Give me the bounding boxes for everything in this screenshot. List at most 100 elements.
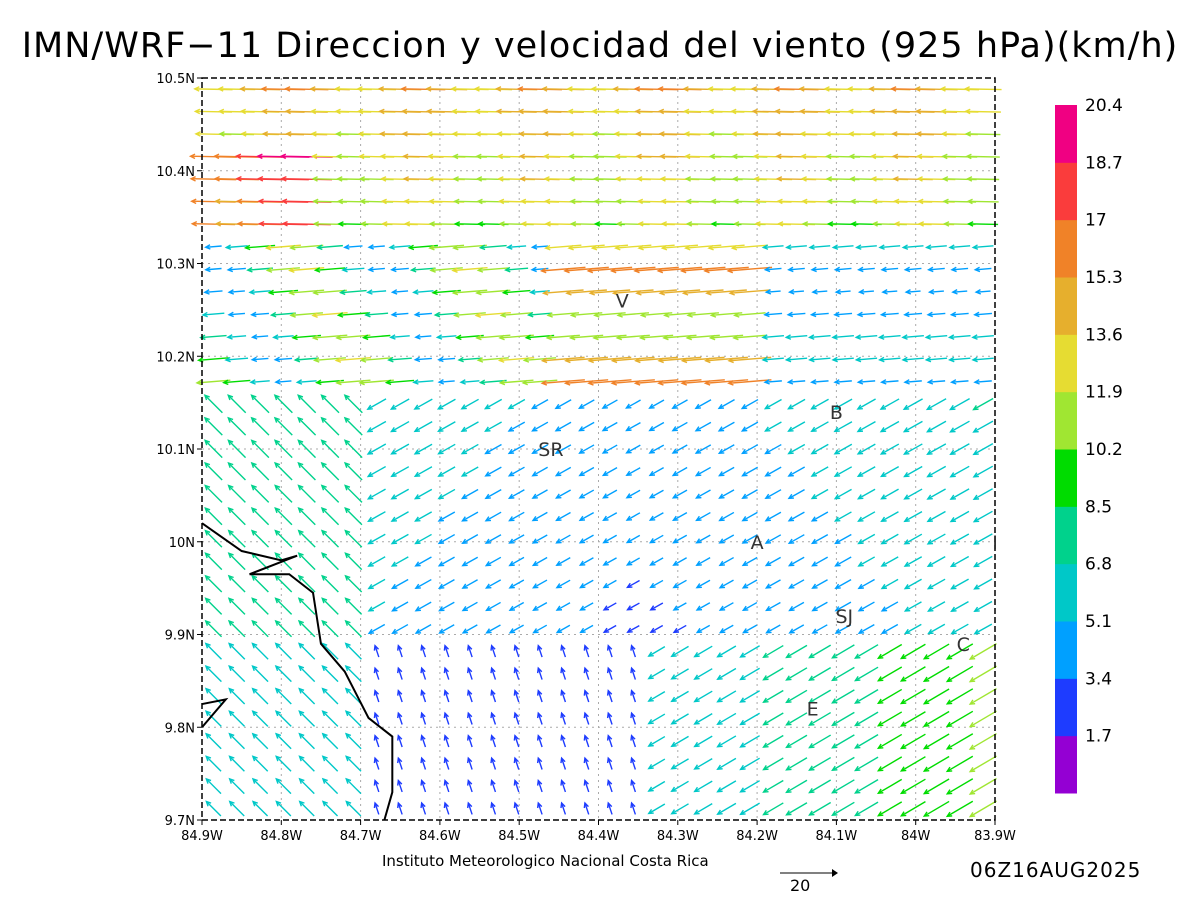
wind-vector bbox=[438, 421, 456, 432]
wind-vector-head bbox=[877, 334, 885, 340]
wind-vector-head bbox=[808, 653, 815, 659]
wind-vector-head bbox=[611, 290, 619, 296]
wind-vector-head bbox=[274, 529, 281, 536]
wind-vector-head bbox=[380, 198, 387, 205]
wind-vector-head bbox=[630, 689, 636, 696]
wind-vector bbox=[580, 579, 594, 589]
wind-vector-head bbox=[834, 289, 842, 295]
wind-vector-head bbox=[291, 334, 298, 341]
wind-vector-head bbox=[647, 786, 654, 792]
wind-vector-head bbox=[227, 552, 234, 559]
wind-vector bbox=[205, 710, 222, 727]
wind-vector bbox=[204, 417, 223, 436]
wind-vector bbox=[490, 780, 497, 793]
wind-vector-head bbox=[336, 176, 343, 182]
wind-vector-head bbox=[490, 779, 496, 786]
wind-vector bbox=[344, 485, 363, 503]
wind-vector bbox=[204, 530, 223, 548]
wind-vector bbox=[298, 665, 316, 683]
wind-vector bbox=[719, 534, 735, 544]
wind-vector-head bbox=[536, 801, 543, 809]
wind-vector-head bbox=[272, 334, 279, 340]
wind-vector-head bbox=[228, 642, 235, 649]
wind-vector bbox=[950, 555, 970, 567]
wind-vector-head bbox=[251, 597, 258, 604]
wind-vector-head bbox=[949, 516, 957, 523]
wind-vector-head bbox=[924, 356, 932, 363]
legend-label: 13.6 bbox=[1085, 325, 1123, 345]
wind-vector-head bbox=[321, 755, 328, 762]
wind-vector-head bbox=[222, 379, 229, 386]
wind-vector-head bbox=[922, 789, 930, 795]
wind-vector-head bbox=[660, 244, 668, 251]
wind-vector-head bbox=[831, 698, 838, 704]
wind-vector bbox=[649, 467, 664, 476]
wind-vector bbox=[923, 665, 950, 682]
wind-vector-head bbox=[450, 86, 457, 92]
wind-vector-head bbox=[508, 538, 515, 544]
wind-vector bbox=[717, 780, 737, 793]
wind-vector bbox=[946, 688, 974, 705]
wind-vector bbox=[630, 690, 637, 703]
wind-vector bbox=[390, 398, 410, 410]
wind-vector-head bbox=[315, 379, 322, 386]
wind-vector-head bbox=[390, 471, 397, 478]
wind-vector-head bbox=[298, 777, 305, 784]
wind-vector-head bbox=[235, 198, 243, 205]
wind-vector-head bbox=[626, 582, 633, 589]
wind-vector-head bbox=[397, 779, 403, 786]
legend-swatch bbox=[1055, 621, 1077, 679]
wind-vector-head bbox=[891, 153, 899, 160]
wind-vector-head bbox=[945, 721, 953, 728]
wind-vector-head bbox=[848, 176, 856, 182]
wind-vector-head bbox=[941, 153, 948, 160]
wind-vector-head bbox=[506, 244, 513, 250]
wind-vector-head bbox=[451, 153, 459, 160]
wind-vector-head bbox=[526, 311, 534, 318]
wind-vector bbox=[229, 801, 245, 817]
wind-vector bbox=[537, 757, 543, 770]
wind-vector bbox=[298, 485, 316, 503]
wind-vector bbox=[344, 462, 363, 481]
wind-vector-head bbox=[590, 108, 598, 115]
wind-vector bbox=[462, 511, 479, 522]
wind-vector bbox=[555, 466, 572, 477]
wind-vector bbox=[438, 511, 456, 522]
wind-vector-head bbox=[857, 628, 865, 634]
wind-vector bbox=[374, 667, 380, 680]
wind-vector bbox=[453, 244, 487, 249]
wind-vector bbox=[444, 802, 450, 815]
wind-vector-head bbox=[914, 86, 921, 92]
wind-vector-head bbox=[972, 449, 979, 456]
wind-vector-head bbox=[313, 357, 320, 363]
wind-vector-head bbox=[345, 777, 352, 784]
wind-vector-head bbox=[466, 711, 473, 719]
wind-vector bbox=[275, 380, 292, 383]
wind-vector-head bbox=[671, 403, 678, 409]
wind-vector-head bbox=[672, 605, 679, 611]
wind-vector-head bbox=[788, 628, 795, 634]
x-tick-label: 84.2W bbox=[736, 829, 778, 844]
wind-vector-head bbox=[466, 734, 473, 741]
wind-vector bbox=[603, 534, 618, 544]
wind-vector-head bbox=[401, 131, 408, 137]
wind-vector-head bbox=[554, 403, 561, 410]
wind-vector-head bbox=[476, 198, 483, 205]
wind-vector-head bbox=[564, 357, 571, 364]
wind-vector-head bbox=[250, 506, 257, 514]
wind-vector-head bbox=[824, 131, 831, 137]
wind-vector-head bbox=[869, 131, 876, 137]
wind-vector-head bbox=[543, 176, 550, 182]
wind-vector-head bbox=[942, 198, 949, 205]
wind-vector-head bbox=[453, 198, 460, 205]
wind-vector-head bbox=[880, 561, 887, 567]
wind-vector-head bbox=[401, 153, 409, 160]
wind-vector-head bbox=[536, 756, 543, 764]
wind-vector-head bbox=[853, 765, 861, 772]
wind-vector bbox=[584, 690, 590, 703]
wind-vector bbox=[590, 289, 631, 294]
wind-vector-head bbox=[811, 583, 818, 589]
x-tick-label: 84.6W bbox=[419, 829, 461, 844]
wind-vector-head bbox=[194, 131, 201, 137]
wind-vector bbox=[662, 244, 699, 249]
